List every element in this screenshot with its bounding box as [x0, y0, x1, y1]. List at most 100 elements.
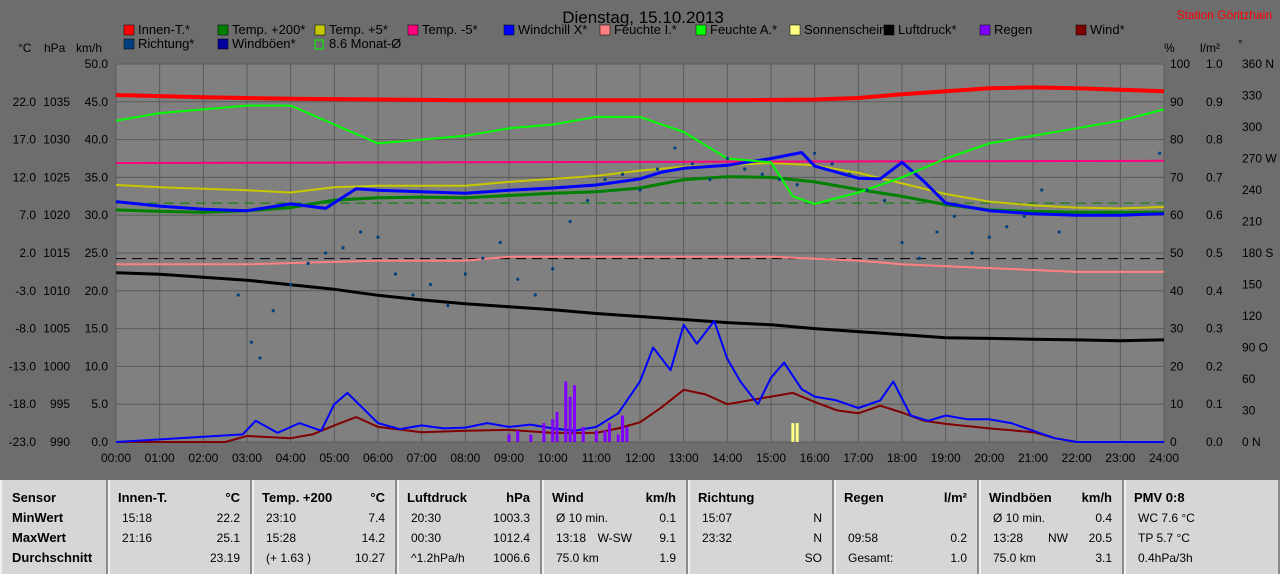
point-direction	[673, 146, 677, 150]
y-tick-pressure: 1005	[43, 322, 70, 336]
summary-col-richtung: Richtung 15:07 N 23:32 N SO	[688, 480, 834, 574]
y-tick-wind: 35.0	[85, 170, 109, 184]
summary-cell-row: 0.4hPa/3h	[1138, 551, 1268, 567]
x-tick-label: 24:00	[1149, 451, 1179, 465]
summary-cell-row: 23.19	[122, 551, 240, 567]
summary-cell-value: 1006.6	[493, 551, 530, 565]
axis-ticks: 00:00 01:00 02:00 03:00 04:00 05:00 06:00 07:00…	[9, 57, 1278, 465]
y-tick-temp: -23.0	[9, 435, 37, 449]
summary-cell-row: 13:28 NW 20.5	[993, 531, 1112, 547]
summary-cell-value: 9.1	[659, 531, 676, 545]
x-tick-label: 05:00	[319, 451, 349, 465]
grid	[115, 63, 1165, 443]
x-tick-label: 13:00	[669, 451, 699, 465]
y-tick-humidity: 60	[1170, 208, 1184, 222]
y-tick-humidity: 20	[1170, 359, 1184, 373]
unit-wind: km/h	[76, 41, 102, 55]
legend-swatch	[695, 24, 707, 36]
legend-label: Wind*	[1090, 22, 1125, 37]
point-direction	[708, 177, 712, 182]
legend-label: Regen	[994, 22, 1032, 37]
y-tick-rain: 0.5	[1206, 246, 1223, 260]
x-tick-label: 02:00	[188, 451, 218, 465]
y-tick-rain: 0.1	[1206, 397, 1223, 411]
y-tick-temp: -13.0	[9, 359, 37, 373]
summary-col-regen: Regen l/m² 09:58 0.2 Gesamt: 1.0	[834, 480, 979, 574]
y-tick-temp: -3.0	[15, 284, 36, 298]
y-tick-temp: 2.0	[19, 246, 36, 260]
point-direction	[586, 198, 590, 203]
y-tick-humidity: 80	[1170, 133, 1184, 147]
summary-cell-value: 1.9	[659, 551, 676, 565]
y-tick-temp: -18.0	[9, 397, 37, 411]
legend-swatch	[789, 24, 801, 36]
summary-cell-time: 21:16	[122, 531, 153, 545]
y-tick-pressure: 1015	[43, 246, 70, 260]
summary-cell-value: 0.2	[950, 531, 967, 545]
summary-cell-row: 75.0 km 1.9	[556, 551, 676, 567]
x-tick-label: 08:00	[450, 451, 480, 465]
summary-cell-row: Ø 10 min. 0.1	[556, 511, 676, 527]
summary-cell-row: 23:10 7.4	[266, 511, 385, 527]
y-tick-rain: 0.7	[1206, 170, 1223, 184]
summary-cell-value: 14.2	[361, 531, 385, 545]
summary-cell-time: 75.0 km	[556, 551, 599, 565]
legend-label: Richtung*	[138, 36, 194, 51]
y-tick-humidity: 30	[1170, 322, 1184, 336]
label-max: MaxWert	[12, 530, 66, 545]
point-direction	[830, 162, 834, 166]
y-tick-wind: 0.0	[91, 435, 108, 449]
y-tick-pressure: 990	[50, 435, 70, 449]
summary-col-unit: °C	[370, 490, 385, 505]
summary-panel: Sensor MinWert MaxWert Durchschnitt Inne…	[0, 480, 1280, 574]
legend-label: Windböen*	[232, 36, 296, 51]
point-direction	[603, 177, 607, 182]
summary-col-title-text: Regen	[844, 490, 884, 505]
label-sensor: Sensor	[12, 490, 57, 505]
y-tick-wind: 20.0	[85, 284, 109, 298]
point-direction	[987, 235, 991, 239]
point-direction	[376, 235, 380, 239]
legend-swatch	[217, 24, 229, 36]
summary-cell-time: Ø 10 min.	[993, 511, 1046, 525]
chart-legend: Innen-T.* Temp. +200* Temp. +5* Temp. -5* Wi…	[123, 22, 1125, 51]
series-line-wind-	[116, 388, 1164, 443]
y-tick-wind: 45.0	[85, 95, 109, 109]
y-tick-direction: 240	[1242, 183, 1262, 197]
summary-cell-row: 13:18 W-SW 9.1	[556, 531, 676, 547]
point-direction	[778, 177, 782, 182]
legend-label: Temp. -5*	[422, 22, 478, 37]
point-direction	[306, 261, 310, 266]
summary-cell-value: 10.27	[354, 551, 385, 565]
x-tick-label: 06:00	[363, 451, 393, 465]
summary-col-luftdruck: Luftdruck hPa 20:30 1003.3 00:30 1012.4 ^1.2hP…	[397, 480, 542, 574]
summary-col-windb-en: Windböen km/h Ø 10 min. 0.4 13:28 NW 20.5 75.0 …	[979, 480, 1124, 574]
y-tick-rain: 0.9	[1206, 95, 1223, 109]
y-tick-rain: 1.0	[1206, 57, 1223, 71]
point-direction	[236, 293, 240, 297]
point-direction	[289, 282, 293, 287]
point-direction	[935, 230, 939, 234]
x-tick-label: 21:00	[1018, 451, 1048, 465]
x-tick-label: 00:00	[101, 451, 131, 465]
summary-cell-row: Ø 10 min. 0.4	[993, 511, 1112, 527]
summary-cell-value: 1.0	[950, 551, 967, 565]
series-line-temp-5-	[115, 159, 1165, 164]
summary-cell-time: 0.4hPa/3h	[1138, 551, 1193, 565]
summary-cell-row: 21:16 25.1	[122, 531, 240, 547]
point-direction	[393, 272, 398, 276]
y-tick-wind: 5.0	[91, 397, 108, 411]
legend-swatch	[503, 24, 515, 36]
y-tick-direction: 90 O	[1242, 341, 1268, 355]
unit-pressure: hPa	[44, 41, 66, 55]
legend-swatch	[123, 24, 135, 36]
x-tick-label: 23:00	[1105, 451, 1135, 465]
series-line-temp-5-	[115, 162, 1165, 210]
summary-cell-value: 7.4	[368, 511, 385, 525]
y-tick-pressure: 1025	[43, 170, 70, 184]
summary-col-title-text: PMV 0:8	[1134, 490, 1185, 505]
point-direction	[446, 303, 450, 308]
point-direction	[900, 240, 904, 245]
y-tick-pressure: 1030	[43, 133, 70, 147]
